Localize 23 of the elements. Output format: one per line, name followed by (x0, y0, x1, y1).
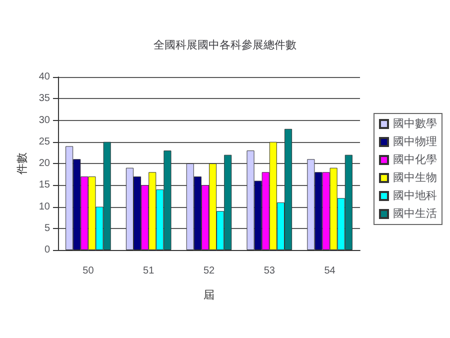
x-axis-title: 屆 (204, 290, 214, 302)
y-tick-label: 40 (38, 72, 50, 82)
x-tick-label: 53 (264, 266, 276, 276)
chart-title: 全國科展國中各科參展總件數 (154, 38, 296, 52)
y-tick-label: 35 (38, 93, 50, 104)
y-tick-label: 10 (38, 201, 50, 212)
legend-label: 國中生活 (393, 207, 437, 220)
legend-label: 國中地科 (393, 189, 437, 202)
x-tick-label: 54 (324, 266, 336, 276)
y-tick-label: 15 (38, 180, 50, 191)
x-tick-label: 51 (143, 266, 155, 276)
y-axis-title: 件數 (16, 152, 28, 174)
y-tick-label: 5 (44, 222, 50, 234)
x-tick-label: 52 (203, 266, 215, 276)
x-tick-label: 50 (82, 266, 94, 276)
legend-label: 國中物理 (393, 135, 437, 148)
y-tick-label: 20 (38, 158, 50, 169)
y-tick-label: 0 (44, 244, 50, 256)
legend-label: 國中數學 (393, 117, 437, 130)
legend-label: 國中化學 (393, 153, 437, 166)
y-tick-label: 25 (38, 136, 50, 148)
y-tick-label: 30 (38, 114, 50, 126)
legend-label: 國中生物 (393, 171, 437, 184)
